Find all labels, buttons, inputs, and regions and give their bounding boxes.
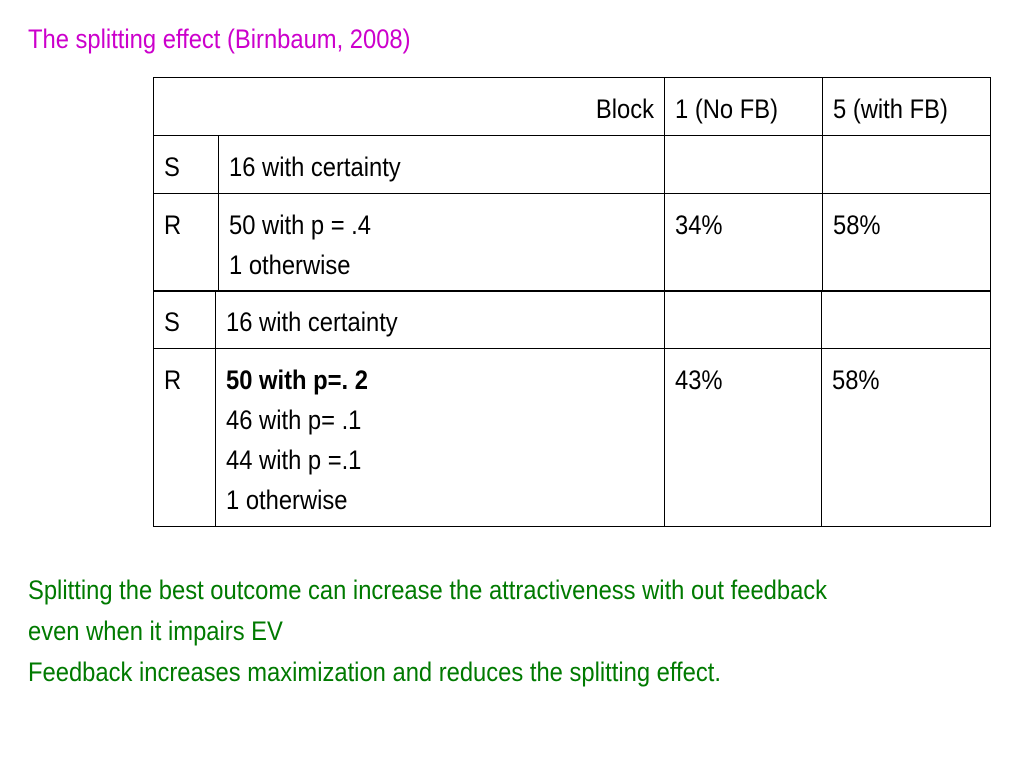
row-description: 16 with certainty (217, 135, 666, 194)
table-row: S 16 with certainty (153, 135, 991, 194)
row-label: R (153, 348, 216, 527)
table-row: S 16 with certainty (153, 290, 991, 349)
header-col-no-fb: 1 (No FB) (664, 77, 824, 136)
value-with-fb: 58% (821, 348, 991, 527)
results-table-block-comparison: Block 1 (No FB) 5 (with FB) S 16 with ce… (152, 77, 991, 292)
row-label: S (153, 135, 219, 194)
value-no-fb: 43% (664, 348, 823, 527)
value-no-fb: 34% (664, 193, 824, 292)
note-line: even when it impairs EV (28, 616, 283, 646)
table-row: R 50 with p=. 2 46 with p= .1 44 with p … (153, 348, 991, 527)
row-description: 50 with p = .4 1 otherwise (217, 193, 666, 292)
note-line: Feedback increases maximization and redu… (28, 657, 721, 687)
table-row: R 50 with p = .4 1 otherwise 34% 58% (153, 193, 991, 292)
row-description: 50 with p=. 2 46 with p= .1 44 with p =.… (214, 348, 666, 527)
row-description: 16 with certainty (214, 290, 666, 349)
conclusion-notes: Splitting the best outcome can increase … (28, 570, 952, 693)
value-no-fb (664, 135, 824, 194)
note-line: Splitting the best outcome can increase … (28, 575, 828, 605)
value-with-fb (821, 290, 991, 349)
value-with-fb (822, 135, 991, 194)
table-header-row: Block 1 (No FB) 5 (with FB) (152, 77, 991, 136)
row-label: R (153, 193, 219, 292)
slide-title: The splitting effect (Birnbaum, 2008) (28, 24, 411, 54)
header-block-cell: Block (152, 77, 666, 136)
row-label: S (153, 290, 216, 349)
value-no-fb (664, 290, 823, 349)
value-with-fb: 58% (822, 193, 991, 292)
header-col-with-fb: 5 (with FB) (822, 77, 991, 136)
results-table-split-outcome: S 16 with certainty R 50 with p=. 2 46 w… (153, 290, 991, 527)
